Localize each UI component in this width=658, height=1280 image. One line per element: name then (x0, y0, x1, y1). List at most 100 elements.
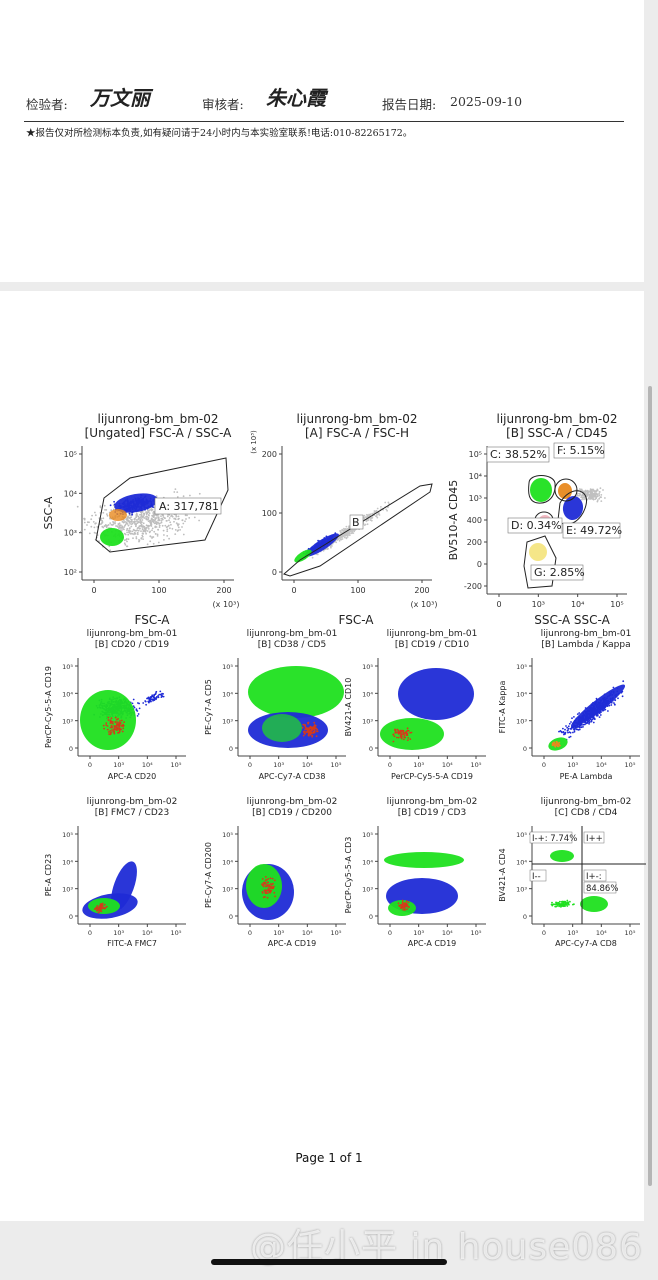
x-tick-label: 10⁴ (596, 929, 607, 937)
plot-gate-title: [B] CD20 / CD19 (95, 640, 169, 650)
y-tick-label: 10⁴ (62, 858, 73, 866)
gate-b-outline (283, 483, 433, 577)
gate-label-box (530, 564, 584, 581)
y-tick-label: 10³ (222, 718, 233, 726)
y-tick-label: 10⁵ (222, 663, 233, 671)
y-tick-label: 10⁵ (62, 663, 73, 671)
quadrant-label: I+-: (586, 872, 602, 882)
x-tick-label: 100 (350, 586, 365, 595)
blue-tail (111, 861, 137, 911)
y-tick-label: 0 (369, 913, 373, 921)
reviewer-label: 审核者: (202, 97, 244, 112)
y-tick-label: 10⁵ (362, 663, 373, 671)
gate-b-label-box (349, 514, 364, 530)
quadrant-label-box (583, 831, 605, 844)
y-tick-label: 10³ (516, 718, 527, 726)
x-tick-label: 10³ (567, 761, 578, 769)
y-tick-label: 0 (272, 568, 277, 577)
y-tick-label: 10⁵ (222, 831, 233, 839)
x-tick-label: 0 (388, 761, 392, 769)
y-unit-label: (x 10³) (250, 430, 258, 454)
home-indicator[interactable] (211, 1259, 447, 1265)
header-divider (24, 121, 624, 122)
y-tick-label: 10⁴ (222, 858, 233, 866)
y-tick-label: 10³ (62, 718, 73, 726)
gate-label-box (553, 442, 605, 459)
red-events (392, 727, 413, 743)
inspector-label: 检验者: (26, 97, 68, 112)
plot-9: lijunrong-bm_bm-02[B] CD19 / CD200 10⁵ 10⁴… (204, 797, 346, 948)
y-tick-label: 10⁴ (516, 690, 527, 698)
scrollbar[interactable] (648, 386, 652, 1186)
y-tick-label: 10⁴ (362, 858, 373, 866)
y-tick-label: 10⁵ (62, 831, 73, 839)
gate-label: D: 0.34% (511, 519, 562, 532)
plot-gate-title: [B] Lambda / Kappa (541, 640, 630, 650)
red-events (102, 716, 125, 736)
gate-f-outline (554, 478, 578, 502)
red-events (93, 902, 108, 914)
x-tick-label: 10³ (413, 929, 424, 937)
green-population (530, 478, 552, 502)
plot-4-events (80, 690, 165, 750)
y-tick-label: 10⁵ (64, 450, 77, 459)
y-tick-label: 10⁴ (362, 690, 373, 698)
x-tick-label: 10⁵ (625, 929, 636, 937)
plot-7-events (548, 680, 626, 751)
plot-6: lijunrong-bm_bm-01[B] CD19 / CD10 10⁵ 10⁴ 1… (344, 629, 486, 781)
y-tick-label: 10² (64, 568, 77, 577)
plot-gate-title: [Ungated] FSC-A / SSC-A (85, 426, 233, 440)
quadrant-label-box (583, 869, 607, 882)
x-tick-label: 0 (248, 929, 252, 937)
x-tick-label: 10³ (273, 929, 284, 937)
plot-sample-name: lijunrong-bm_bm-01 (387, 629, 478, 639)
gate-label: G: 2.85% (534, 566, 585, 579)
quadrant-label-box (529, 869, 547, 882)
green-population (380, 718, 444, 750)
plot-gate-title: [B] CD19 / CD3 (398, 808, 466, 818)
x-tick-label: 10⁴ (302, 929, 313, 937)
x-tick-label: 0 (88, 929, 92, 937)
plot-gate-title: [C] CD8 / CD4 (555, 808, 618, 818)
x-tick-label: 10⁵ (471, 929, 482, 937)
cd8-population (580, 896, 608, 912)
y-tick-label: 10⁵ (516, 831, 527, 839)
green-population (88, 898, 120, 914)
green-population (294, 549, 312, 563)
plot-2: lijunrong-bm_bm-02[A] FSC-A / FSC-H 200 10… (250, 412, 437, 609)
y-axis-label: BV421-A CD4 (498, 848, 507, 902)
red-events (301, 721, 319, 738)
x-tick-label: 10⁴ (571, 600, 584, 609)
y-tick-label: 0 (69, 745, 73, 753)
y-tick-label: 10³ (64, 529, 77, 538)
y-tick-label: 0 (477, 560, 482, 569)
quadrant-label: 84.86% (586, 884, 618, 894)
x-tick-label: 200 (414, 586, 429, 595)
x-tick-label: 10³ (567, 929, 578, 937)
dn-events (550, 899, 575, 908)
quadrant-label: I-- (532, 872, 541, 882)
y-tick-label: 0 (523, 913, 527, 921)
plot-10-events (384, 852, 464, 916)
report-date-label: 报告日期: (382, 97, 437, 112)
quadrant-label-box (529, 831, 573, 844)
page-number: Page 1 of 1 (295, 1151, 363, 1165)
x-tick-label: 10⁴ (596, 761, 607, 769)
y-axis-label: BV421-A CD10 (344, 678, 353, 737)
x-axis-label: APC-A CD19 (408, 939, 457, 948)
x-tick-label: 10⁴ (142, 761, 153, 769)
y-tick-label: 10⁴ (469, 472, 482, 481)
plot-gate-title: [A] FSC-A / FSC-H (305, 426, 409, 440)
inspector-signature: 万文丽 (90, 86, 150, 110)
green-population (248, 666, 344, 718)
x-unit-label: (x 10³) (213, 600, 240, 609)
y-tick-label: 10³ (362, 718, 373, 726)
plot-gate-title: [B] CD38 / CD5 (258, 640, 326, 650)
plot-3: lijunrong-bm_bm-02[B] SSC-A / CD45 10⁵ 10⁴… (447, 412, 627, 609)
x-tick-label: 0 (496, 600, 501, 609)
reviewer-signature: 朱心霞 (266, 86, 326, 110)
report-page-header-section: 检验者: 万文丽 审核者: 朱心霞 报告日期: 2025-09-10 ★报告仅对… (0, 0, 644, 282)
row-axis-label: SSC-A SSC-A (534, 613, 610, 627)
x-tick-label: 10⁴ (442, 929, 453, 937)
